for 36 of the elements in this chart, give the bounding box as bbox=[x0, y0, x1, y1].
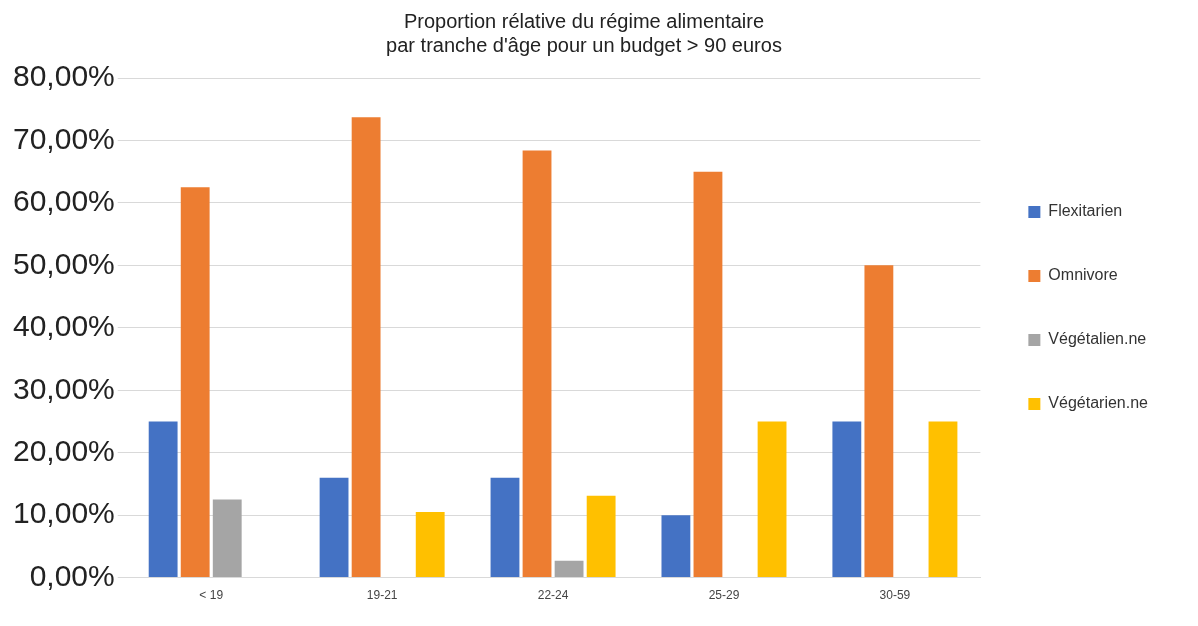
y-tick-label: 70,00% bbox=[13, 121, 115, 155]
legend-label: Flexitarien bbox=[1048, 202, 1123, 220]
text: par tranche d'âge pour un budget > 90 euros bbox=[386, 33, 782, 56]
bar bbox=[180, 187, 210, 578]
bar bbox=[693, 171, 723, 578]
bar bbox=[661, 515, 691, 578]
x-tick-label: 19-21 bbox=[366, 588, 398, 603]
bar bbox=[554, 560, 584, 578]
bar bbox=[415, 512, 445, 578]
y-tick-label: 50,00% bbox=[13, 246, 115, 280]
y-tick-label: 10,00% bbox=[13, 496, 115, 530]
y-tick-label: 80,00% bbox=[13, 59, 115, 93]
bar bbox=[928, 421, 958, 578]
y-tick-label: 0,00% bbox=[29, 558, 115, 592]
y-tick-label: 60,00% bbox=[13, 184, 115, 218]
legend-label: Végétarien.ne bbox=[1048, 394, 1149, 412]
x-tick-label: 25-29 bbox=[708, 588, 740, 603]
bar bbox=[351, 117, 381, 578]
bar bbox=[757, 421, 787, 578]
bar bbox=[490, 477, 520, 578]
bar bbox=[319, 477, 349, 578]
legend-label: Omnivore bbox=[1048, 266, 1118, 284]
legend-label: Végétalien.ne bbox=[1048, 330, 1147, 348]
text: Proportion rélative du régime alimentaire bbox=[403, 9, 765, 32]
y-tick-label: 40,00% bbox=[13, 309, 115, 343]
y-tick-label: 20,00% bbox=[13, 433, 115, 467]
bar bbox=[586, 495, 616, 578]
bar bbox=[864, 265, 894, 578]
y-tick-label: 30,00% bbox=[13, 371, 115, 405]
bar bbox=[522, 150, 552, 578]
bar bbox=[212, 499, 242, 578]
x-tick-label: 22-24 bbox=[537, 588, 569, 603]
x-tick-label: 30-59 bbox=[879, 588, 911, 603]
bar bbox=[148, 421, 178, 578]
x-tick-label: < 19 bbox=[199, 588, 224, 603]
bar bbox=[832, 421, 862, 578]
